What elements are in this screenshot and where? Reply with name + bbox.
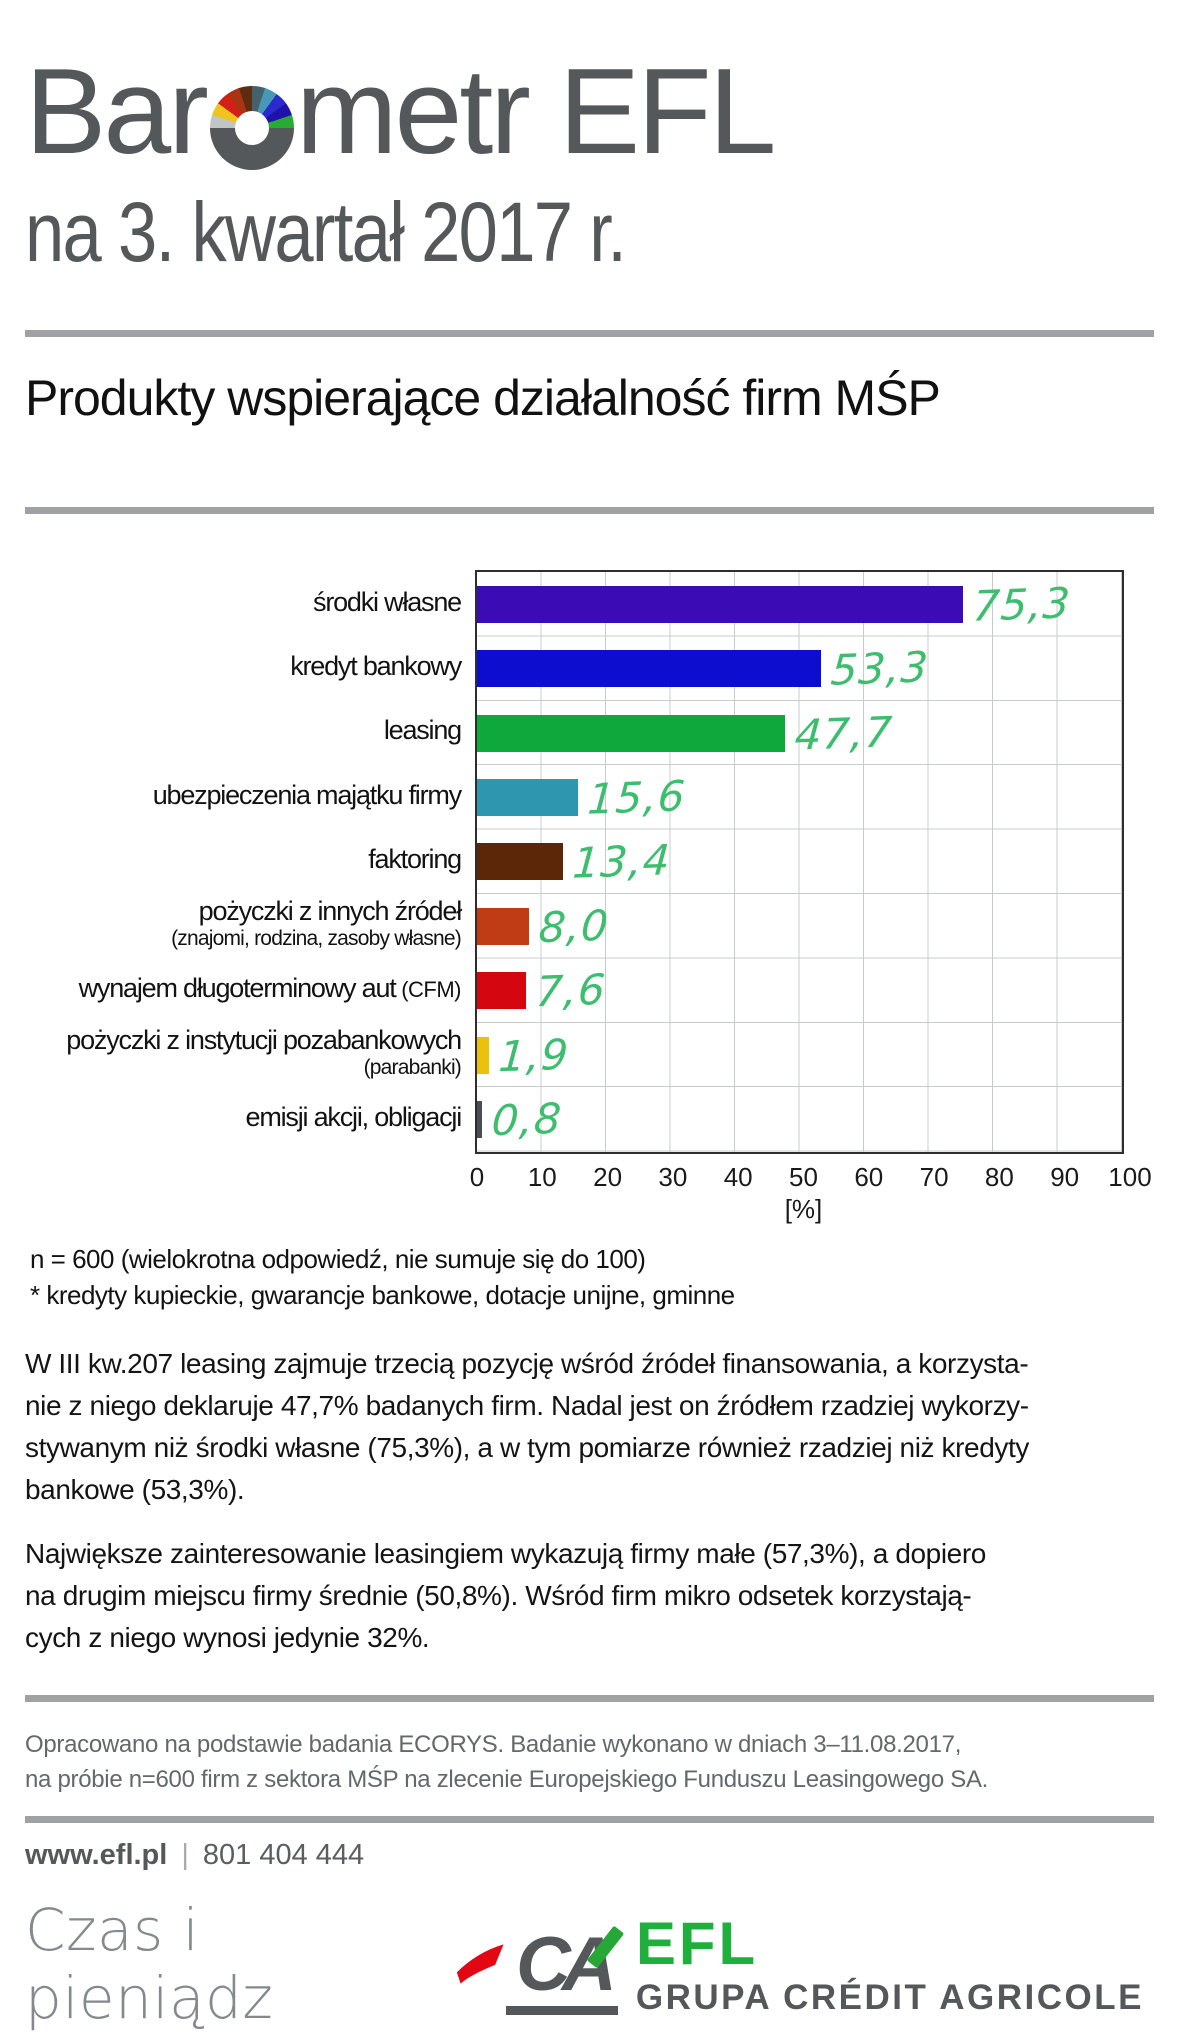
bar-row: 8,0 <box>477 894 1122 958</box>
bar <box>477 843 564 881</box>
divider <box>25 1695 1154 1703</box>
bar-row: 13,4 <box>477 830 1122 894</box>
bar <box>477 779 578 817</box>
category-label: emisji akcji, obligacji <box>245 1101 463 1132</box>
category-label: leasing <box>383 715 462 746</box>
credit-agricole-monogram-icon: CA <box>505 1926 625 2015</box>
axis-tick: 0 <box>469 1161 485 1192</box>
value-label: 7,6 <box>534 965 608 1017</box>
methodology-credit: Opracowano na podstawie badania ECORYS. … <box>25 1731 989 1794</box>
axis-tick: 40 <box>723 1161 753 1192</box>
category-label: pożyczki z instytucji pozabankowych (par… <box>66 1025 462 1079</box>
barometer-donut-icon <box>209 86 294 170</box>
slogan-text: Czas i pieniądz <box>25 1896 274 2032</box>
page-subtitle: na 3. kwartał 2017 r. <box>25 185 627 279</box>
efl-wordmark: EFL <box>635 1909 759 1977</box>
bar-row: 47,7 <box>477 701 1122 765</box>
value-label: 1,9 <box>497 1029 571 1081</box>
category-label: wynajem długoterminowy aut (CFM) <box>78 972 462 1003</box>
axis-tick: 50 <box>789 1161 818 1192</box>
axis-tick: 100 <box>1108 1161 1152 1192</box>
category-label: pożyczki z innych źródeł (znajomi, rodzi… <box>171 896 462 951</box>
logos-row: Czas i pieniądz CA EFL GRUPA CRÉDIT AGRI… <box>25 1896 1154 2032</box>
value-label: 53,3 <box>828 642 931 695</box>
value-label: 15,6 <box>585 771 687 824</box>
divider <box>25 330 1154 338</box>
bar <box>477 1101 483 1138</box>
value-label: 47,7 <box>792 706 895 760</box>
category-label: ubezpieczenia majątku firmy <box>152 779 462 810</box>
category-label: kredyt bankowy <box>290 650 462 681</box>
axis-tick: 90 <box>1050 1161 1080 1192</box>
axis-tick: 80 <box>984 1161 1014 1192</box>
x-axis: 0 10 20 30 40 50 60 70 80 90 100 <box>470 1158 1152 1192</box>
title-text-post: metr EFL <box>295 43 777 179</box>
value-label: 75,3 <box>970 578 1073 631</box>
axis-tick: 10 <box>527 1161 557 1192</box>
title-text-pre: Bar <box>25 43 209 179</box>
value-label: 13,4 <box>571 835 673 889</box>
body-paragraph-2: Największe zainteresowanie leasingiem wy… <box>25 1538 986 1654</box>
bar-row: 0,8 <box>477 1087 1122 1151</box>
bar-row: 7,6 <box>477 959 1122 1023</box>
body-paragraph-1: W III kw.207 leasing zajmuje trzecią poz… <box>25 1348 1029 1506</box>
bar-row: 75,3 <box>477 572 1122 636</box>
slogan-block: Czas i pieniądz <box>25 1896 506 2032</box>
bar-chart: środki własne kredyt bankowy leasing ube… <box>25 570 1154 1313</box>
bar <box>477 1036 490 1074</box>
bar <box>477 585 963 623</box>
category-label: środki własne <box>313 586 462 617</box>
separator: | <box>181 1839 189 1872</box>
axis-tick: 70 <box>919 1161 949 1192</box>
category-labels: środki własne kredyt bankowy leasing ube… <box>25 570 475 1154</box>
bar <box>477 714 785 752</box>
section-title: Produkty wspierające działalność firm MŚ… <box>25 370 941 427</box>
contact-row: www.efl.pl | 801 404 444 <box>25 1839 1154 1872</box>
group-wordmark: GRUPA CRÉDIT AGRICOLE <box>635 1977 1144 2017</box>
divider <box>25 507 1154 515</box>
bar-row: 1,9 <box>477 1023 1122 1087</box>
red-swoosh-icon <box>457 1944 504 1984</box>
divider <box>25 1816 1154 1824</box>
chart-footnotes: n = 600 (wielokrotna odpowiedź, nie sumu… <box>30 1243 735 1311</box>
bar <box>477 650 821 688</box>
bar-row: 15,6 <box>477 765 1122 829</box>
category-label: faktoring <box>368 844 462 875</box>
page-title: Bar metr EFL <box>25 50 1154 172</box>
bar <box>477 972 527 1010</box>
axis-tick: 60 <box>854 1161 884 1192</box>
plot-area: 75,3 53,3 47,7 15,6 13,4 <box>475 570 1124 1154</box>
axis-tick: 30 <box>658 1161 688 1192</box>
monogram-underline <box>505 2005 618 2015</box>
value-label: 0,8 <box>490 1093 564 1146</box>
efl-logo: CA EFL GRUPA CRÉDIT AGRICOLE <box>505 1909 1144 2017</box>
axis-unit-label: [%] <box>784 1193 823 1224</box>
axis-tick: 20 <box>593 1161 623 1192</box>
bar-row: 53,3 <box>477 637 1122 701</box>
value-label: 8,0 <box>536 900 611 953</box>
phone-number: 801 404 444 <box>202 1839 365 1872</box>
bar <box>477 907 529 945</box>
website-link[interactable]: www.efl.pl <box>25 1839 168 1872</box>
